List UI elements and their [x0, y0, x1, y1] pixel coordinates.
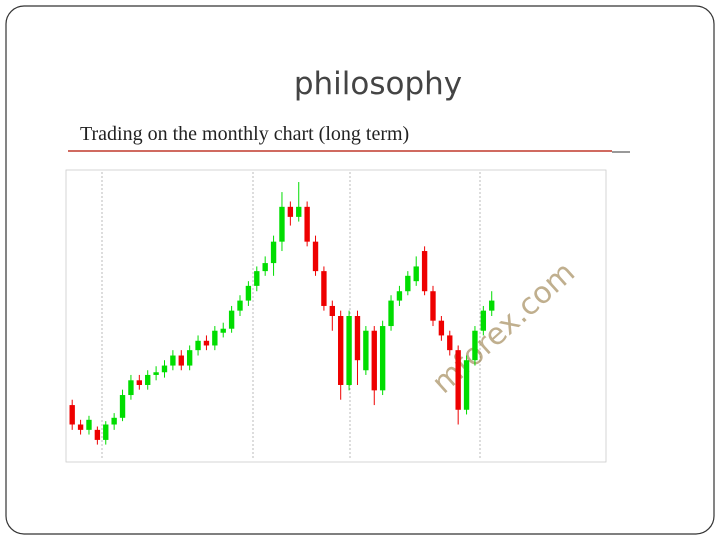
candle-body: [472, 330, 478, 361]
candle-body: [111, 417, 117, 425]
candle-body: [321, 271, 327, 306]
candle-body: [86, 419, 92, 430]
candle-body: [136, 380, 143, 385]
candle-body: [480, 310, 487, 331]
candle-body: [379, 326, 386, 391]
candle-body: [329, 305, 335, 316]
candle-body: [371, 330, 377, 391]
candle-body: [338, 316, 344, 385]
candle-body: [312, 241, 319, 272]
candle-body: [279, 206, 285, 242]
candle-body: [438, 320, 445, 336]
candle-body: [119, 395, 126, 418]
candle-body: [304, 206, 310, 242]
candle-body: [405, 275, 411, 292]
slide-subtitle: Trading on the monthly chart (long term): [80, 123, 409, 145]
candle-body: [228, 310, 235, 329]
candle-body: [430, 291, 436, 321]
chart: mforex.com: [65, 169, 607, 463]
candle-body: [447, 335, 453, 351]
slide-title: philosophy: [294, 66, 462, 102]
candle-body: [296, 206, 302, 217]
candle-body: [354, 316, 361, 361]
candle-body: [245, 285, 252, 301]
candle-body: [346, 316, 352, 385]
candle-body: [195, 340, 201, 351]
candle-body: [270, 241, 277, 264]
candle-body: [203, 340, 210, 346]
candle-body: [363, 330, 369, 371]
candle-body: [153, 372, 159, 375]
plot-area: [65, 169, 607, 463]
candle-body: [413, 266, 419, 282]
candle-body: [186, 350, 193, 366]
candle-body: [77, 424, 84, 430]
candle-body: [254, 271, 260, 286]
candle-body: [212, 330, 218, 346]
candle-body: [161, 365, 168, 373]
candle-body: [220, 328, 226, 333]
candle-body: [237, 300, 243, 311]
candle-body: [170, 355, 176, 366]
candle-body: [388, 300, 394, 327]
candle-body: [489, 300, 495, 311]
candle-body: [287, 206, 294, 217]
candle-body: [262, 263, 268, 272]
candle-body: [396, 291, 403, 301]
candle-body: [421, 251, 428, 292]
candle-body: [455, 350, 461, 410]
candle-body: [103, 424, 109, 440]
candle-body: [145, 374, 151, 385]
candle-body: [128, 380, 134, 396]
candle-body: [463, 360, 470, 410]
candle-body: [178, 355, 184, 366]
candle-body: [69, 405, 75, 425]
candle-body: [94, 429, 101, 440]
